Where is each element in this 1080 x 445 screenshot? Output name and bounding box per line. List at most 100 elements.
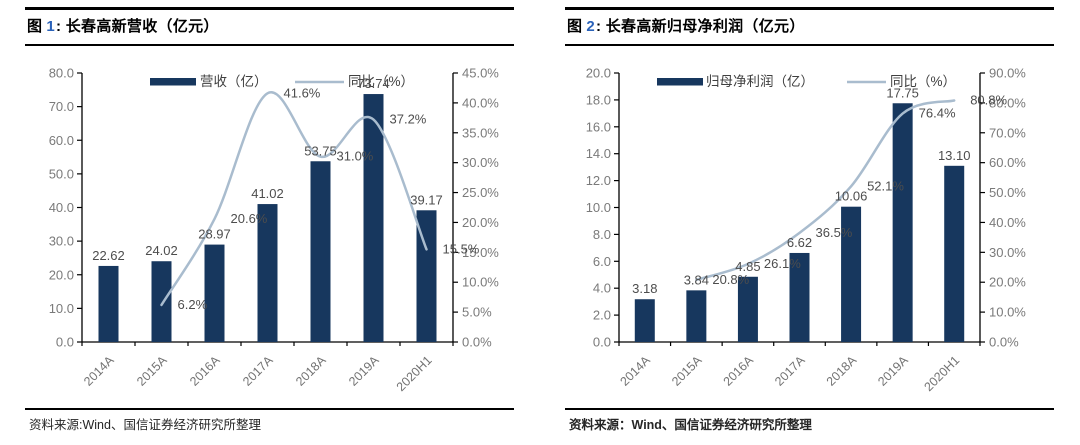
right-tick-label: 25.0%	[462, 185, 499, 200]
line-value-label: 36.5%	[816, 225, 853, 240]
bar-2017A	[257, 204, 278, 342]
bar-value-label: 24.02	[145, 243, 178, 258]
legend-line-label: 同比（%）	[890, 74, 956, 89]
right-tick-label: 40.0%	[462, 95, 499, 110]
legend-bar-swatch	[657, 78, 703, 86]
bar-value-label: 73.74	[357, 76, 390, 91]
bar-2018A	[841, 206, 862, 342]
left-tick-label: 30.0	[49, 234, 74, 249]
right-tick-label: 5.0%	[462, 305, 492, 320]
bar-value-label: 41.02	[251, 186, 284, 201]
x-category-label: 2019A	[346, 353, 382, 389]
figure-1-top-divider	[25, 7, 514, 10]
right-tick-label: 20.0%	[462, 215, 499, 230]
figure-2-panel: 图 2: 长春高新归母净利润（亿元） 20.0 18.0 16.0 14.0 12.0 10…	[540, 0, 1080, 445]
figure-2-title-number: 2	[586, 18, 595, 35]
left-tick-label: 0.0	[56, 335, 74, 350]
figure-1-bottom-divider	[25, 408, 514, 410]
line-value-label: 37.2%	[390, 112, 427, 127]
legend-bar-swatch	[150, 78, 196, 86]
figure-2-title-text: : 长春高新归母净利润（亿元）	[595, 18, 805, 35]
bar-value-label: 4.85	[735, 259, 760, 274]
left-tick-label: 40.0	[49, 200, 74, 215]
bar-value-label: 6.62	[787, 235, 812, 250]
bar-value-label: 3.84	[684, 272, 709, 287]
figure-2-bottom-divider	[565, 408, 1054, 410]
left-tick-label: 6.0	[593, 254, 611, 269]
bar-value-label: 39.17	[410, 192, 443, 207]
right-tick-label: 20.0%	[989, 275, 1026, 290]
right-tick-label: 0.0%	[462, 335, 492, 350]
right-tick-label: 60.0%	[989, 155, 1026, 170]
trend-line	[695, 99, 956, 282]
right-tick-label: 30.0%	[989, 245, 1026, 260]
legend-line-label: 同比（%）	[348, 74, 414, 89]
right-tick-label: 50.0%	[989, 185, 1026, 200]
right-tick-label: 80.0%	[989, 95, 1026, 110]
x-category-label: 2020H1	[921, 353, 962, 394]
x-category-label: 2017A	[772, 353, 808, 389]
bar-value-label: 28.97	[198, 227, 231, 242]
x-category-label: 2015A	[669, 353, 705, 389]
left-tick-label: 10.0	[49, 301, 74, 316]
bar-2017A	[789, 252, 810, 342]
right-tick-label: 70.0%	[989, 125, 1026, 140]
line-value-label: 15.5%	[443, 241, 480, 256]
left-tick-label: 60.0	[49, 133, 74, 148]
x-category-label: 2015A	[134, 353, 170, 389]
figure-1-title: 图 1: 长春高新营收（亿元）	[27, 15, 219, 36]
figure-2-title-prefix: 图	[567, 18, 583, 35]
bars-group	[98, 94, 437, 342]
line-labels: 20.8% 26.1% 36.5% 52.1% 76.4% 80.8%	[712, 92, 1007, 286]
left-tick-label: 50.0	[49, 166, 74, 181]
figure-1-title-text: : 长春高新营收（亿元）	[55, 18, 219, 35]
bar-value-label: 13.10	[938, 148, 971, 163]
bar-2015A	[686, 290, 707, 342]
right-tick-label: 10.0%	[462, 275, 499, 290]
line-value-label: 76.4%	[919, 106, 956, 121]
bar-2020H1	[944, 165, 965, 342]
line-value-label: 52.1%	[867, 178, 904, 193]
legend: 归母净利润（亿） 同比（%）	[657, 73, 956, 89]
left-tick-label: 12.0	[586, 173, 611, 188]
bar-2014A	[634, 299, 655, 342]
right-tick-label: 0.0%	[989, 335, 1019, 350]
left-tick-label: 0.0	[593, 335, 611, 350]
left-tick-label: 70.0	[49, 99, 74, 114]
bars-group	[634, 103, 965, 342]
figure-1-mid-divider	[25, 44, 514, 46]
figure-1-title-prefix: 图	[27, 18, 43, 35]
left-tick-label: 18.0	[586, 92, 611, 107]
figure-2-mid-divider	[565, 44, 1054, 46]
bar-2016A	[737, 276, 758, 342]
figure-1-title-number: 1	[46, 18, 55, 35]
bar-2014A	[98, 265, 119, 342]
bar-2019A	[892, 103, 913, 342]
bar-2016A	[204, 244, 225, 342]
left-tick-label: 10.0	[586, 200, 611, 215]
legend: 营收（亿） 同比（%）	[150, 74, 414, 89]
line-value-label: 20.8%	[712, 272, 749, 287]
right-tick-label: 30.0%	[462, 155, 499, 170]
figure-2-chart: 20.0 18.0 16.0 14.0 12.0 10.0 8.0 6.0 4.0 2.0 0.0 9…	[586, 66, 1027, 395]
left-tick-label: 20.0	[586, 66, 611, 81]
left-tick-label: 16.0	[586, 119, 611, 134]
x-category-label: 2017A	[240, 353, 276, 389]
x-category-label: 2014A	[81, 353, 117, 389]
left-tick-label: 8.0	[593, 227, 611, 242]
figure-1-panel: 图 1: 长春高新营收（亿元） 80.0 70.0 60.0 50.0 40.0 30.0 2…	[25, 7, 514, 432]
legend-bar-label: 归母净利润（亿）	[706, 73, 814, 89]
right-tick-label: 10.0%	[989, 305, 1026, 320]
figure-2-top-divider	[565, 7, 1054, 10]
line-value-label: 26.1%	[764, 256, 801, 271]
figure-2-title: 图 2: 长春高新归母净利润（亿元）	[567, 15, 805, 36]
line-value-label: 6.2%	[178, 297, 208, 312]
figure-1-chart: 80.0 70.0 60.0 50.0 40.0 30.0 20.0 10.0 0.0 45.0%…	[49, 66, 500, 395]
bar-value-label: 53.75	[304, 143, 337, 158]
bar-2015A	[151, 261, 172, 342]
bar-labels: 22.62 24.02 28.97 41.02 53.75 73.74 39.17	[92, 76, 443, 263]
bar-2018A	[310, 161, 331, 342]
x-category-label: 2018A	[824, 353, 860, 389]
x-category-label: 2018A	[293, 353, 329, 389]
